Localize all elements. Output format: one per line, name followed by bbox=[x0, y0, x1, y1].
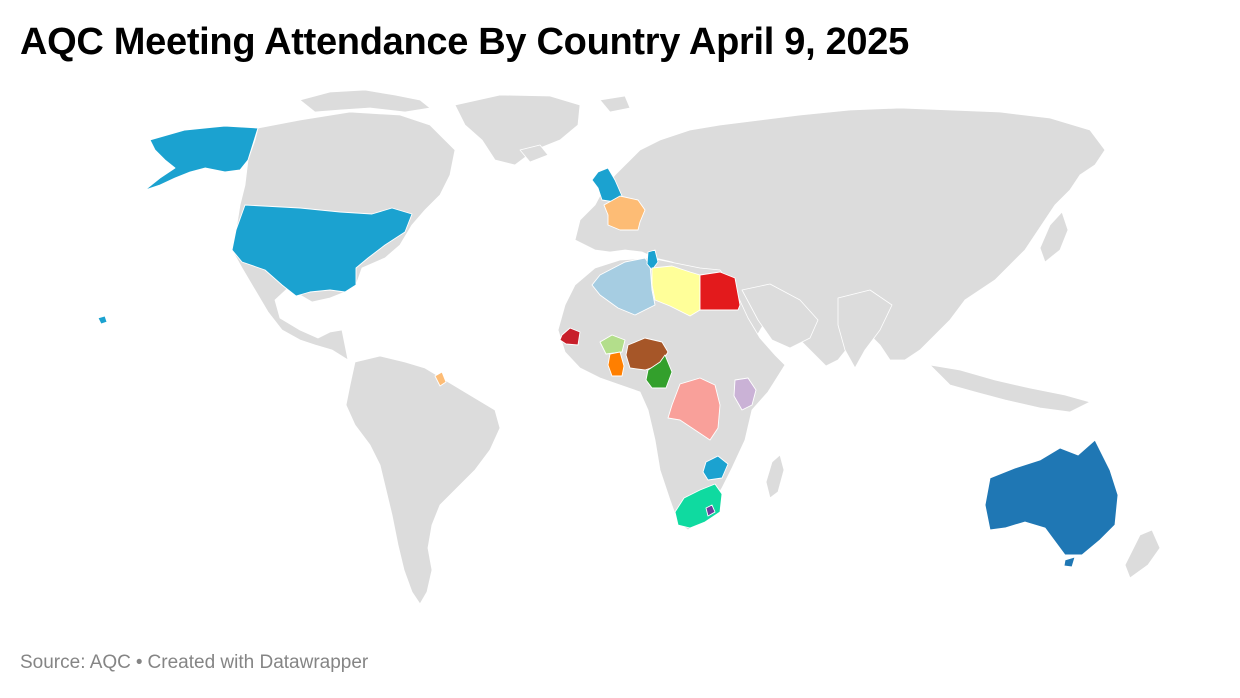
country-cameroon bbox=[645, 354, 673, 389]
country-kenya bbox=[733, 377, 757, 411]
source-text: Source: AQC bbox=[20, 652, 131, 673]
land-south-america bbox=[345, 355, 501, 605]
country-egypt bbox=[699, 271, 741, 311]
country-tunisia bbox=[646, 249, 659, 271]
country-ghana bbox=[607, 351, 625, 377]
land-arabia bbox=[741, 283, 819, 349]
land-madagascar bbox=[765, 454, 785, 499]
chart-title: AQC Meeting Attendance By Country April … bbox=[20, 21, 909, 63]
country-hawaii bbox=[97, 315, 108, 325]
world-map-svg bbox=[97, 89, 1161, 605]
land-svalbard bbox=[599, 95, 631, 113]
land-africa bbox=[557, 257, 786, 531]
land-greenland bbox=[454, 94, 581, 166]
land-new-zealand bbox=[1124, 529, 1161, 579]
land-base bbox=[231, 89, 1161, 605]
world-map bbox=[0, 80, 1240, 640]
country-south-africa bbox=[674, 483, 723, 529]
land-iceland bbox=[519, 144, 549, 163]
country-algeria bbox=[591, 257, 656, 316]
country-dr-congo bbox=[667, 377, 721, 441]
land-japan bbox=[1039, 211, 1069, 263]
country-lesotho bbox=[705, 504, 716, 517]
land-india bbox=[837, 289, 893, 369]
country-burkina-faso bbox=[599, 334, 626, 355]
credit-link[interactable]: Created with Datawrapper bbox=[147, 652, 369, 673]
land-se-asia-islands bbox=[929, 364, 1091, 413]
footer: Source: AQC • Created with Datawrapper bbox=[20, 652, 368, 674]
highlighted-countries bbox=[97, 125, 1119, 568]
country-alaska bbox=[144, 125, 259, 191]
country-zimbabwe bbox=[702, 455, 729, 481]
footer-separator: • bbox=[135, 652, 143, 673]
land-arctic-canada bbox=[299, 89, 431, 113]
country-french-guiana bbox=[434, 371, 447, 387]
country-france bbox=[603, 195, 646, 231]
country-tasmania bbox=[1063, 556, 1076, 568]
country-libya bbox=[651, 265, 701, 317]
country-senegal bbox=[559, 327, 581, 346]
country-australia bbox=[984, 439, 1119, 556]
country-united-states bbox=[231, 204, 413, 297]
